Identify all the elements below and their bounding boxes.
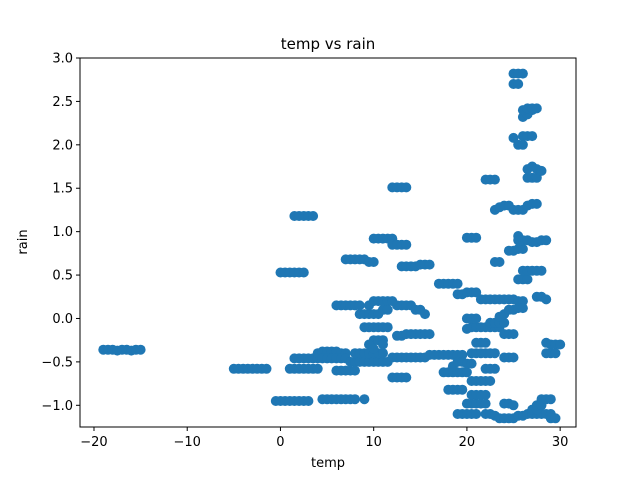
data-point <box>517 139 528 150</box>
data-point <box>378 339 388 350</box>
data-point <box>536 165 547 176</box>
y-tick-label: 2.5 <box>52 95 73 110</box>
data-point <box>489 363 500 374</box>
data-point <box>368 257 379 267</box>
data-point <box>480 398 491 409</box>
data-point <box>466 358 477 369</box>
data-point <box>261 363 272 374</box>
data-point <box>550 413 561 424</box>
data-point <box>350 394 360 405</box>
points-layer <box>98 68 566 424</box>
chart-title: temp vs rain <box>281 35 376 53</box>
data-point <box>541 294 552 305</box>
data-point <box>517 303 528 314</box>
x-tick-label: −10 <box>173 435 200 450</box>
y-axis-label: rain <box>16 229 31 254</box>
data-point <box>508 400 519 411</box>
y-tick-label: 3.0 <box>52 52 73 67</box>
y-tick-label: 0.5 <box>52 269 73 284</box>
data-point <box>494 257 505 267</box>
data-point <box>135 344 146 355</box>
y-tick-label: 2.0 <box>52 138 73 153</box>
data-point <box>545 394 556 405</box>
data-point <box>312 363 323 374</box>
data-point <box>480 337 491 348</box>
data-point <box>308 211 319 221</box>
data-point <box>424 259 435 270</box>
data-point <box>471 287 482 298</box>
data-point <box>461 367 472 378</box>
plot-frame <box>79 57 577 428</box>
data-point <box>354 300 365 311</box>
data-point <box>517 244 528 254</box>
x-tick-label: 0 <box>276 435 284 450</box>
y-tick-label: −1.0 <box>41 399 73 414</box>
y-tick-label: 1.0 <box>52 225 73 240</box>
data-point <box>350 365 360 376</box>
data-point <box>457 349 468 360</box>
data-point <box>457 384 468 395</box>
data-point <box>536 265 547 276</box>
data-point <box>298 267 309 278</box>
data-point <box>401 239 412 250</box>
y-tick-label: 1.5 <box>52 182 73 197</box>
data-point <box>480 389 491 400</box>
data-point <box>378 348 388 359</box>
data-point <box>420 309 430 320</box>
y-axis-ticks: −1.0 −0.5 0.0 0.5 1.0 1.5 2.0 2.5 3.0 <box>41 52 80 414</box>
x-tick-label: −20 <box>80 435 107 450</box>
data-point <box>368 343 379 354</box>
data-point <box>401 182 412 193</box>
x-tick-label: 20 <box>459 435 476 450</box>
data-point <box>531 103 542 114</box>
data-point <box>555 339 566 350</box>
data-point <box>508 352 519 363</box>
data-point <box>471 409 482 419</box>
data-point <box>517 68 528 79</box>
data-point <box>401 372 412 383</box>
data-point <box>303 396 314 406</box>
data-point <box>508 329 519 340</box>
data-point <box>513 79 524 89</box>
data-point <box>531 198 542 209</box>
y-tick-label: −0.5 <box>41 355 73 370</box>
data-point <box>489 174 500 185</box>
data-point <box>485 376 496 386</box>
data-point <box>382 304 393 315</box>
x-axis-label: temp <box>311 456 345 471</box>
data-point <box>541 235 552 246</box>
data-point <box>489 348 500 359</box>
data-point <box>527 131 538 142</box>
x-tick-label: 10 <box>365 435 382 450</box>
data-point <box>517 296 528 307</box>
x-axis-ticks: −20 −10 0 10 20 30 <box>80 427 568 450</box>
y-tick-label: 0.0 <box>52 312 73 327</box>
data-point <box>359 394 370 405</box>
x-tick-label: 30 <box>552 435 569 450</box>
data-point <box>471 232 482 243</box>
data-point <box>452 278 463 289</box>
data-point <box>382 322 393 333</box>
data-point <box>424 329 435 340</box>
data-point <box>471 313 482 324</box>
data-point <box>522 274 533 285</box>
data-point <box>550 348 561 359</box>
